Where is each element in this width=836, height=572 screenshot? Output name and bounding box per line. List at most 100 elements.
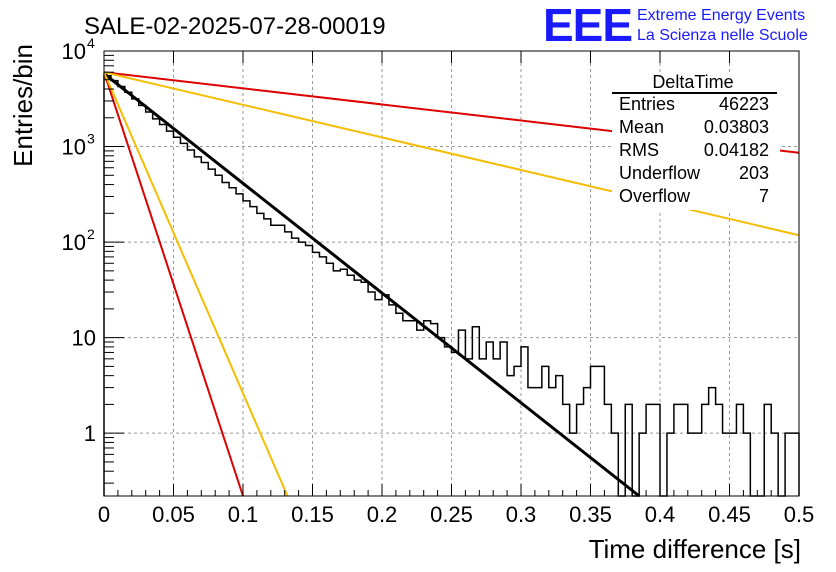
chart-title: SALE-02-2025-07-28-00019 — [84, 13, 386, 40]
x-tick-label: 0.15 — [291, 502, 334, 527]
x-tick-label: 0.05 — [152, 502, 195, 527]
histogram-bin — [695, 433, 702, 496]
y-tick-label: 10 — [62, 135, 86, 160]
stats-label-mean: Mean — [619, 117, 664, 137]
histogram-bin — [243, 201, 250, 496]
histogram-outline — [103, 75, 800, 497]
histogram-bin — [347, 275, 354, 496]
logo-text: EEE — [543, 0, 632, 51]
fit-line-4 — [103, 71, 244, 497]
histogram-bin — [417, 330, 424, 496]
histogram-bin — [194, 157, 201, 496]
stats-box: DeltaTime Entries 46223 Mean 0.03803 RMS… — [612, 72, 780, 210]
histogram-layer — [103, 75, 800, 497]
histogram-bin — [167, 131, 174, 496]
histogram-bin — [445, 347, 452, 496]
logo-line2: La Scienza nelle Scuole — [637, 27, 808, 44]
histogram-bin — [180, 143, 187, 496]
stats-label-underflow: Underflow — [619, 163, 701, 183]
y-axis-label: Entries/bin — [8, 44, 38, 167]
fit-line-5 — [103, 71, 289, 497]
histogram-bin — [667, 433, 674, 496]
x-tick-label: 0.25 — [430, 502, 473, 527]
histogram-bin — [111, 81, 118, 496]
histogram-bin — [354, 280, 361, 496]
y-tick-label: 10 — [72, 326, 96, 351]
fit-line-1 — [103, 72, 641, 498]
histogram-bin — [118, 87, 125, 496]
histogram-bin — [591, 366, 598, 496]
stats-label-rms: RMS — [619, 140, 659, 160]
stats-value-mean: 0.03803 — [704, 117, 769, 137]
histogram-bin — [604, 404, 611, 496]
histogram-bin — [639, 433, 646, 496]
histogram-bin — [292, 238, 299, 496]
histogram-bin — [389, 305, 396, 496]
histogram-bin — [424, 321, 431, 496]
x-axis-label: Time difference [s] — [589, 534, 801, 564]
histogram-bin — [174, 137, 181, 496]
histogram-bin — [187, 150, 194, 496]
histogram-bin — [472, 327, 479, 496]
histogram-bin — [792, 433, 799, 496]
histogram-bin — [319, 257, 326, 496]
histogram-bin — [431, 324, 438, 496]
histogram-bin — [681, 404, 688, 496]
histogram-bin — [521, 347, 528, 496]
histogram-bin — [313, 252, 320, 496]
histogram-bin — [674, 404, 681, 496]
histogram-bin — [340, 269, 347, 496]
histogram-bin — [153, 119, 160, 496]
stats-box-background — [612, 72, 780, 210]
histogram-bin — [500, 342, 507, 496]
stats-value-rms: 0.04182 — [704, 140, 769, 160]
x-axis-ticks: 0 0.05 0.1 0.15 0.2 0.25 0.3 0.35 0.4 0.45 0.5 — [98, 51, 814, 527]
histogram-bin — [299, 242, 306, 496]
histogram-bin — [611, 433, 618, 496]
histogram-bin — [702, 404, 709, 496]
histogram-bin — [542, 366, 549, 496]
histogram-bin — [535, 388, 542, 496]
stats-value-overflow: 7 — [759, 186, 769, 206]
histogram-bin — [493, 359, 500, 496]
histogram-bin — [271, 225, 278, 496]
histogram-bin — [465, 359, 472, 496]
histogram-bin — [403, 321, 410, 496]
histogram-bin — [486, 342, 493, 496]
x-tick-label: 0.35 — [569, 502, 612, 527]
histogram-bin — [625, 404, 632, 496]
histogram-bin — [410, 321, 417, 496]
x-tick-label: 0 — [98, 502, 110, 527]
histogram-bin — [653, 404, 660, 496]
stats-value-underflow: 203 — [739, 163, 769, 183]
y-tick-exponent: 2 — [87, 226, 95, 242]
histogram-bin — [278, 225, 285, 496]
histogram-bin — [514, 366, 521, 496]
y-tick-exponent: 3 — [87, 131, 95, 147]
histogram-bin — [361, 282, 368, 496]
histogram-bin — [452, 352, 459, 496]
y-tick-label: 10 — [62, 230, 86, 255]
stats-label-overflow: Overflow — [619, 186, 691, 206]
histogram-bin — [785, 433, 792, 496]
histogram-bin — [333, 271, 340, 496]
histogram-bin — [368, 292, 375, 496]
histogram-bin — [709, 388, 716, 496]
x-tick-label: 0.45 — [708, 502, 751, 527]
histogram-bin — [646, 404, 653, 496]
y-tick-exponent: 4 — [87, 35, 95, 51]
histogram-bin — [201, 163, 208, 496]
x-tick-label: 0.1 — [228, 502, 259, 527]
histogram-bin — [730, 433, 737, 496]
histogram-bin — [208, 169, 215, 496]
histogram-bin — [438, 338, 445, 496]
histogram-bin — [285, 232, 292, 496]
histogram-bin — [563, 404, 570, 496]
histogram-bin — [771, 433, 778, 496]
histogram-bin — [326, 263, 333, 496]
histogram-bin — [597, 366, 604, 496]
histogram-bin — [382, 295, 389, 496]
histogram-bin — [479, 359, 486, 496]
